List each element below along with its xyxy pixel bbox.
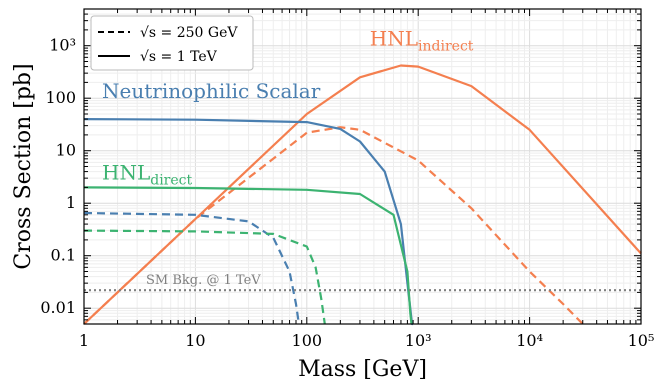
sm-background-label: SM Bkg. @ 1 TeV (146, 273, 261, 288)
y-axis-title: Cross Section [pb] (11, 63, 36, 269)
legend-entry-250gev: √s = 250 GeV (140, 25, 238, 41)
x-tick-label: 10⁵ (628, 331, 655, 350)
hnl-indirect-label: HNLindirect (370, 27, 474, 55)
legend: √s = 250 GeV √s = 1 TeV (90, 15, 254, 71)
legend-entry-1tev: √s = 1 TeV (140, 49, 218, 65)
series-hnl-direct-1-tev-solid (83, 186, 413, 325)
x-tick-label: 10⁴ (516, 331, 543, 350)
x-axis-title: Mass [GeV] (298, 357, 427, 382)
ticks: 1 10 100 10³ 10⁴ 10⁵ 0.01 0.1 1 10 100 10³ (40, 8, 655, 350)
legend-box (90, 15, 254, 71)
y-tick-label: 10 (56, 141, 76, 160)
series-neutrinophilic-scalar-250-gev-dashed (83, 211, 300, 325)
y-tick-label: 1 (66, 193, 76, 212)
series-hnl-indirect-1-tev-solid (83, 64, 642, 325)
y-tick-label: 10³ (49, 36, 76, 55)
series-layer (83, 64, 642, 326)
neutrinophilic-scalar-label: Neutrinophilic Scalar (102, 79, 321, 103)
x-tick-label: 100 (292, 331, 323, 350)
x-tick-label: 1 (79, 331, 89, 350)
x-tick-label: 10 (185, 331, 205, 350)
y-tick-label: 0.01 (40, 298, 76, 317)
y-tick-label: 100 (45, 88, 76, 107)
y-tick-label: 0.1 (51, 246, 76, 265)
annotations: HNLindirect Neutrinophilic Scalar HNLdir… (102, 27, 474, 289)
x-tick-label: 10³ (405, 331, 432, 350)
series-hnl-direct-250-gev-dashed (83, 229, 326, 325)
series-hnl-indirect-250-gev-dashed (83, 126, 584, 325)
hnl-direct-label: HNLdirect (102, 160, 192, 188)
